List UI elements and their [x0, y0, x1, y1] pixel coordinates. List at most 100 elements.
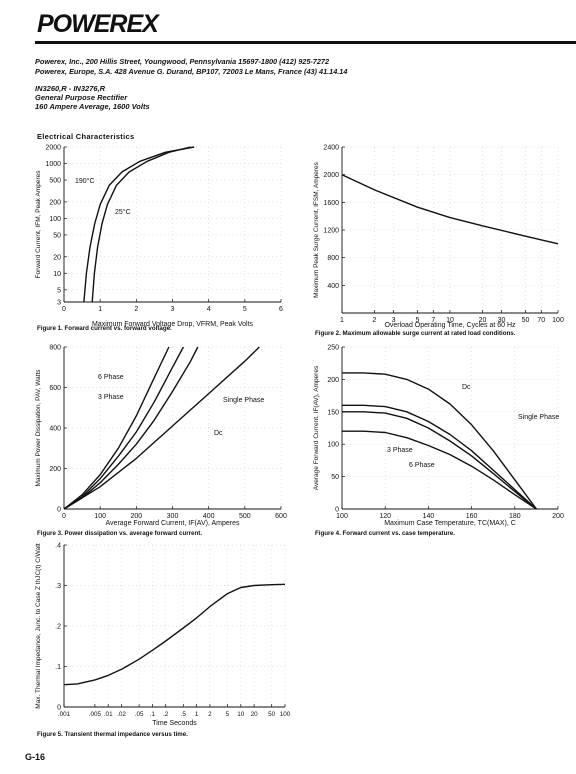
- y-tick-label: 2000: [323, 172, 339, 179]
- part-rating: 160 Ampere Average, 1600 Volts: [35, 102, 150, 111]
- x-tick-label: 160: [466, 513, 478, 520]
- y-tick-label: 20: [53, 254, 61, 261]
- y-tick-label: .1: [55, 664, 61, 671]
- part-numbers: IN3260,R - IN3276,R: [35, 84, 106, 93]
- x-tick-label: 20: [479, 317, 487, 324]
- y-axis-label: Average Forward Current, IF(AV), Amperes: [313, 365, 320, 490]
- x-tick-label: .05: [135, 711, 144, 718]
- figure-2-chart: 2400 2000 1600 1200 800 400 1 2 3 5 7 10 20 30 50 70 100…: [313, 145, 564, 338]
- series-line: [83, 146, 195, 303]
- x-tick-label: 140: [423, 513, 435, 520]
- series-label: 3 Phase: [387, 447, 413, 454]
- series-label: Single Phase: [223, 397, 264, 404]
- y-tick-label: .3: [55, 583, 61, 590]
- x-tick-label: .2: [163, 711, 169, 718]
- powerex-logo: POWEREX: [35, 10, 185, 38]
- x-tick-label: 300: [167, 513, 179, 520]
- series-label: 3 Phase: [98, 394, 124, 401]
- x-tick-label: .1: [150, 711, 156, 718]
- header-line-2: Powerex, Europe, S.A. 428 Avenue G. Dura…: [35, 67, 348, 76]
- series-line: [341, 174, 559, 245]
- x-tick-label: 0: [62, 306, 66, 313]
- x-axis-label: Average Forward Current, IF(AV), Amperes: [106, 520, 240, 527]
- x-tick-label: 5: [243, 306, 247, 313]
- y-tick-label: 600: [49, 385, 61, 392]
- x-tick-label: .001: [58, 711, 71, 718]
- figure-caption: Figure 2. Maximum allowable surge curren…: [315, 330, 516, 337]
- y-tick-label: 100: [327, 442, 339, 449]
- y-axis-label: Maximum Power Dissipation, PAV, Watts: [35, 369, 42, 487]
- series-line: [91, 146, 191, 303]
- y-tick-label: 2400: [323, 145, 339, 152]
- figure-caption: Figure 3. Power dissipation vs. average …: [37, 530, 202, 537]
- x-axis-label: Maximum Forward Voltage Drop, VFRM, Peak…: [92, 321, 254, 328]
- y-tick-label: 150: [327, 409, 339, 416]
- x-tick-label: 200: [552, 513, 564, 520]
- x-tick-label: 30: [498, 317, 506, 324]
- figure-caption: Figure 5. Transient thermal impedance ve…: [37, 731, 188, 738]
- y-axis-label: Forward Current, IFM, Peak Amperes: [35, 170, 42, 279]
- x-tick-label: 6: [279, 306, 283, 313]
- series-line: [63, 346, 170, 510]
- series-label: 6 Phase: [409, 462, 435, 469]
- y-tick-label: 50: [53, 232, 61, 239]
- x-tick-label: 100: [280, 711, 291, 718]
- y-tick-label: 250: [327, 345, 339, 352]
- x-tick-label: 2: [134, 306, 138, 313]
- y-tick-label: 200: [49, 199, 61, 206]
- series-label: 190°C: [75, 177, 95, 185]
- y-tick-label: 200: [49, 466, 61, 473]
- y-tick-label: 5: [57, 287, 61, 294]
- x-tick-label: 5: [416, 317, 420, 324]
- x-tick-label: 1: [195, 711, 199, 718]
- y-tick-label: 2000: [45, 145, 61, 152]
- x-tick-label: 120: [379, 513, 391, 520]
- figure-3-chart: 800 600 400 200 00 100 200 300 400 500 600 6 Phase 3…: [35, 345, 287, 538]
- x-tick-label: 7: [431, 317, 435, 324]
- series-line: [342, 404, 537, 510]
- section-title: Electrical Characteristics: [37, 132, 135, 141]
- y-tick-label: 100: [49, 216, 61, 223]
- series-line: [63, 346, 185, 510]
- y-tick-label: 200: [327, 377, 339, 384]
- y-tick-label: 3: [57, 300, 61, 307]
- x-axis-label: Overload Operating Time, Cycles at 60 Hz: [384, 322, 516, 329]
- y-tick-label: 10: [53, 271, 61, 278]
- part-info: IN3260,R - IN3276,R General Purpose Rect…: [35, 84, 150, 111]
- x-axis-label: Time Seconds: [152, 720, 197, 727]
- series-label: Single Phase: [518, 414, 559, 421]
- header-line-1: Powerex, Inc., 200 Hillis Street, Youngw…: [35, 57, 330, 66]
- part-description: General Purpose Rectifier: [35, 93, 128, 102]
- x-tick-label: 400: [203, 513, 215, 520]
- x-tick-label: .02: [117, 711, 126, 718]
- y-tick-label: 50: [331, 474, 339, 481]
- series-label: 6 Phase: [98, 374, 124, 381]
- series-line: [63, 346, 199, 510]
- y-tick-label: 1000: [45, 161, 61, 168]
- logo-text: POWEREX: [37, 11, 160, 35]
- y-tick-label: 0: [57, 507, 61, 514]
- x-tick-label: 5: [226, 711, 230, 718]
- y-tick-label: 800: [327, 255, 339, 262]
- x-tick-label: .01: [104, 711, 113, 718]
- y-axis-label: Max. Thermal Impedance, Junc. to Case Z …: [35, 543, 42, 709]
- x-tick-label: 100: [552, 317, 564, 324]
- series-line: [342, 372, 537, 510]
- x-tick-label: 100: [336, 513, 348, 520]
- x-tick-label: 100: [94, 513, 106, 520]
- x-tick-label: 50: [268, 711, 276, 718]
- page-number: G-16: [25, 752, 46, 762]
- x-tick-label: 3: [392, 317, 396, 324]
- x-tick-label: 20: [251, 711, 259, 718]
- y-tick-label: .2: [55, 624, 61, 631]
- x-tick-label: 10: [237, 711, 245, 718]
- series-line: [63, 583, 286, 686]
- y-tick-label: 400: [49, 426, 61, 433]
- y-tick-label: 500: [49, 178, 61, 185]
- x-tick-label: 1: [98, 306, 102, 313]
- header-rule: [35, 41, 576, 44]
- series-label: Dc: [462, 384, 471, 391]
- x-tick-label: 1: [340, 317, 344, 324]
